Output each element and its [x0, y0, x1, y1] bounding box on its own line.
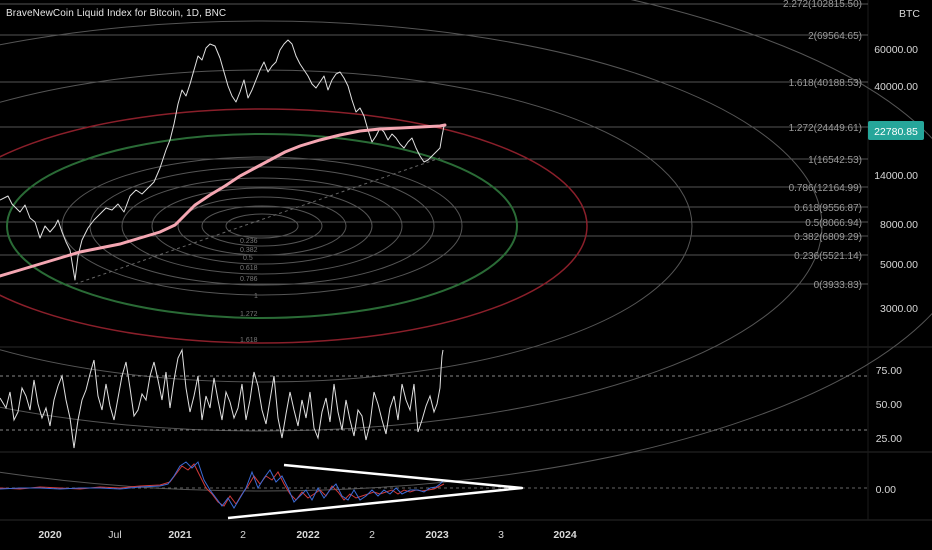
- fib-circle-label: 0.618: [240, 265, 258, 272]
- fib-circle-green[interactable]: [6, 133, 518, 319]
- price-axis-label: 3000.00: [880, 303, 918, 315]
- fib-circle[interactable]: [0, 20, 823, 432]
- fib-circle-label: 0.382: [240, 247, 258, 254]
- price-axis-label: 5000.00: [880, 259, 918, 271]
- fib-level-label: 0.5(8066.94): [805, 218, 862, 229]
- rsi-line[interactable]: [0, 348, 444, 449]
- fib-circle-red[interactable]: [0, 108, 588, 344]
- time-axis-label: 2023: [425, 529, 449, 541]
- fib-level-label: 1.272(24449.61): [789, 123, 862, 134]
- rsi-axis-label: 25.00: [876, 433, 902, 445]
- last-price-value: 22780.85: [874, 126, 918, 138]
- fib-level-label: 0.382(6809.29): [794, 232, 862, 243]
- fib-circle[interactable]: [121, 177, 403, 275]
- fib-circle[interactable]: [61, 156, 463, 296]
- moving-average[interactable]: [0, 123, 447, 278]
- fib-circle-label: 1: [254, 293, 258, 300]
- time-axis-label: 2020: [38, 529, 62, 541]
- price-axis-label: 8000.00: [880, 219, 918, 231]
- fib-circle-labels: 0.236 0.382 0.5 0.618 0.786 1 1.272 1.61…: [240, 238, 258, 344]
- time-axis-label: 2021: [168, 529, 192, 541]
- macd-axis-label: 0.00: [876, 484, 897, 496]
- fib-circle[interactable]: [0, 69, 693, 383]
- fib-level-label: 1(16542.53): [808, 155, 862, 166]
- price-axis-label: 60000.00: [874, 44, 918, 56]
- fib-circle-label: 0.5: [243, 255, 253, 262]
- fib-circle[interactable]: [225, 213, 299, 239]
- time-axis-label: 2024: [553, 529, 577, 541]
- fib-level-label: 2(69564.65): [808, 31, 862, 42]
- triangle-pattern[interactable]: [227, 463, 524, 520]
- fib-levels[interactable]: [0, 3, 868, 285]
- time-axis-label: Jul: [108, 529, 121, 541]
- fib-circle[interactable]: [201, 205, 323, 247]
- rsi-axis-label: 75.00: [876, 365, 902, 377]
- last-price-badge: [868, 121, 924, 140]
- fib-circle-label: 0.786: [240, 276, 258, 283]
- time-axis-label: 2: [240, 529, 246, 541]
- time-axis[interactable]: 2020 Jul 2021 2 2022 2 2023 3 2024: [38, 529, 577, 541]
- time-axis-label: 3: [498, 529, 504, 541]
- fib-circle[interactable]: [177, 196, 347, 256]
- fib-circle-label: 0.236: [240, 238, 258, 245]
- trend-line[interactable]: [74, 157, 441, 285]
- macd-line[interactable]: [0, 461, 445, 509]
- fib-circle[interactable]: [89, 166, 435, 286]
- fib-circle-label: 1.272: [240, 311, 258, 318]
- fib-circle-label: 1.618: [240, 337, 258, 344]
- symbol-title[interactable]: BraveNewCoin Liquid Index for Bitcoin, 1…: [6, 8, 227, 19]
- price-axis-label: 14000.00: [874, 170, 918, 182]
- fib-circle[interactable]: [151, 187, 373, 265]
- price-axis-label: 40000.00: [874, 81, 918, 93]
- time-axis-label: 2: [369, 529, 375, 541]
- time-axis-label: 2022: [296, 529, 320, 541]
- fib-circles[interactable]: [0, 0, 932, 492]
- fib-level-label: 1.618(40188.53): [789, 78, 862, 89]
- macd-signal-line[interactable]: [0, 463, 445, 507]
- fib-level-label: 0.786(12164.99): [789, 183, 862, 194]
- macd-pane[interactable]: [0, 461, 868, 520]
- fib-circle[interactable]: [0, 0, 932, 492]
- fib-level-label: 0.618(9556.87): [794, 203, 862, 214]
- currency-label: BTC: [899, 8, 920, 20]
- fib-level-label: 0.236(5521.14): [794, 251, 862, 262]
- fib-level-label: 0(3933.83): [814, 280, 862, 291]
- fib-level-label: 2.272(102815.50): [783, 0, 862, 10]
- rsi-pane[interactable]: [0, 348, 868, 449]
- rsi-axis-label: 50.00: [876, 399, 902, 411]
- price-axis[interactable]: BTC 60000.00 40000.00 14000.00 8000.00 5…: [874, 8, 920, 496]
- fib-level-labels: 2.272(102815.50) 2(69564.65) 1.618(40188…: [783, 0, 862, 291]
